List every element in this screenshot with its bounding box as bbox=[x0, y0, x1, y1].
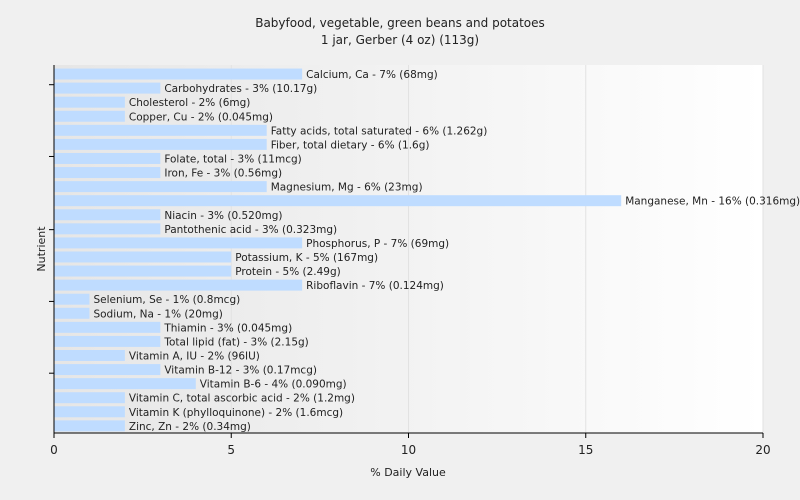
bar-4 bbox=[54, 124, 267, 136]
bar-8 bbox=[54, 181, 267, 193]
bar-label-11: Pantothenic acid - 3% (0.323mg) bbox=[164, 224, 337, 236]
bar-18 bbox=[54, 321, 161, 333]
bar-label-15: Riboflavin - 7% (0.124mg) bbox=[306, 280, 444, 292]
bar-label-22: Vitamin B-6 - 4% (0.090mg) bbox=[200, 379, 347, 391]
bars-group: Calcium, Ca - 7% (68mg) Carbohydrates - 3… bbox=[54, 68, 800, 433]
bar-11 bbox=[54, 223, 161, 235]
bar-label-21: Vitamin B-12 - 3% (0.17mcg) bbox=[164, 365, 317, 377]
bar-label-12: Phosphorus, P - 7% (69mg) bbox=[306, 238, 449, 250]
bar-label-16: Selenium, Se - 1% (0.8mcg) bbox=[93, 294, 240, 306]
bar-6 bbox=[54, 152, 161, 164]
bar-7 bbox=[54, 167, 161, 179]
bar-label-23: Vitamin C, total ascorbic acid - 2% (1.2… bbox=[129, 393, 355, 405]
bar-label-0: Calcium, Ca - 7% (68mg) bbox=[306, 69, 438, 81]
x-tick-label-0: 0 bbox=[50, 443, 58, 457]
bar-12 bbox=[54, 237, 303, 249]
bar-label-2: Cholesterol - 2% (6mg) bbox=[129, 97, 251, 109]
chart-title: Babyfood, vegetable, green beans and pot… bbox=[255, 16, 545, 30]
bar-label-5: Fiber, total dietary - 6% (1.6g) bbox=[271, 139, 430, 151]
bar-label-6: Folate, total - 3% (11mcg) bbox=[164, 153, 301, 165]
bar-label-24: Vitamin K (phylloquinone) - 2% (1.6mcg) bbox=[129, 407, 343, 419]
bar-9 bbox=[54, 195, 622, 207]
bar-24 bbox=[54, 406, 125, 418]
x-tick-label-5: 5 bbox=[227, 443, 235, 457]
bar-0 bbox=[54, 68, 303, 80]
bar-23 bbox=[54, 392, 125, 404]
bar-1 bbox=[54, 82, 161, 94]
bar-3 bbox=[54, 110, 125, 122]
bar-label-25: Zinc, Zn - 2% (0.34mg) bbox=[129, 421, 251, 433]
bar-14 bbox=[54, 265, 232, 277]
bar-22 bbox=[54, 378, 196, 390]
bar-20 bbox=[54, 350, 125, 361]
bar-15 bbox=[54, 279, 303, 291]
bar-label-13: Potassium, K - 5% (167mg) bbox=[235, 252, 378, 264]
x-axis-label: % Daily Value bbox=[370, 466, 446, 479]
chart-subtitle: 1 jar, Gerber (4 oz) (113g) bbox=[321, 33, 479, 47]
bar-label-18: Thiamin - 3% (0.045mg) bbox=[163, 322, 292, 334]
x-tick-label-10: 10 bbox=[401, 443, 416, 457]
bar-label-3: Copper, Cu - 2% (0.045mg) bbox=[129, 111, 273, 123]
x-tick-label-20: 20 bbox=[755, 443, 770, 457]
bar-label-4: Fatty acids, total saturated - 6% (1.262… bbox=[271, 125, 488, 137]
bar-label-9: Manganese, Mn - 16% (0.316mg) bbox=[625, 196, 800, 208]
bar-label-10: Niacin - 3% (0.520mg) bbox=[164, 210, 282, 222]
bar-2 bbox=[54, 96, 125, 108]
bar-label-19: Total lipid (fat) - 3% (2.15g) bbox=[163, 336, 308, 348]
bar-5 bbox=[54, 138, 267, 150]
bar-17 bbox=[54, 307, 90, 319]
bar-label-20: Vitamin A, IU - 2% (96IU) bbox=[129, 350, 260, 362]
x-tick-label-15: 15 bbox=[578, 443, 593, 457]
bar-13 bbox=[54, 251, 232, 263]
bar-label-7: Iron, Fe - 3% (0.56mg) bbox=[164, 168, 282, 180]
bar-19 bbox=[54, 335, 161, 347]
bar-label-17: Sodium, Na - 1% (20mg) bbox=[93, 308, 222, 320]
bar-label-14: Protein - 5% (2.49g) bbox=[235, 266, 341, 278]
bar-label-1: Carbohydrates - 3% (10.17g) bbox=[164, 83, 317, 95]
y-axis-label: Nutrient bbox=[35, 226, 48, 272]
bar-25 bbox=[54, 420, 125, 432]
x-ticks-group: 0 5 10 15 20 bbox=[50, 433, 771, 457]
y-ticks-group bbox=[49, 84, 54, 374]
bar-10 bbox=[54, 209, 161, 221]
bar-16 bbox=[54, 293, 90, 305]
bar-21 bbox=[54, 364, 161, 376]
bar-label-8: Magnesium, Mg - 6% (23mg) bbox=[271, 182, 423, 194]
